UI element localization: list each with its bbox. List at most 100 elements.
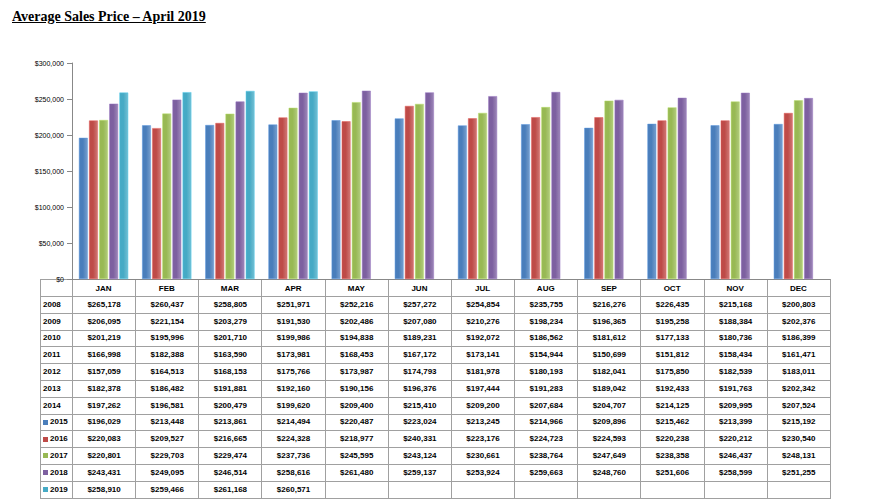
- html-text:$201,710: $201,710: [213, 333, 248, 343]
- svg-text:NOV: NOV: [727, 284, 745, 293]
- html-text:$181,612: $181,612: [592, 333, 626, 343]
- html-text:$198,234: $198,234: [529, 316, 563, 326]
- svg-text:$250,000: $250,000: [35, 96, 64, 103]
- html-text:$258,805: $258,805: [213, 299, 248, 309]
- html-text:Average Sales Price – April 20: Average Sales Price – April 2019: [12, 9, 206, 24]
- html-text:$251,971: $251,971: [276, 299, 311, 309]
- html-text:$192,072: $192,072: [466, 333, 500, 343]
- svg-text:SEP: SEP: [601, 284, 618, 293]
- svg-text:JUN: JUN: [411, 284, 427, 293]
- html-text:$252,216: $252,216: [340, 299, 374, 309]
- html-text:$215,168: $215,168: [719, 299, 753, 309]
- html-text:$182,378: $182,378: [87, 383, 121, 393]
- html-text:$173,987: $173,987: [340, 367, 374, 377]
- html-text:$202,376: $202,376: [782, 316, 816, 326]
- html-text:$202,342: $202,342: [782, 383, 816, 393]
- html-text:$182,041: $182,041: [592, 367, 626, 377]
- html-text:$191,530: $191,530: [276, 316, 311, 326]
- svg-text:MAR: MAR: [221, 284, 239, 293]
- svg-text:$200,000: $200,000: [35, 132, 64, 139]
- html-text:$216,276: $216,276: [592, 299, 626, 309]
- html-text:$194,838: $194,838: [340, 333, 374, 343]
- html-text:$175,850: $175,850: [655, 367, 690, 377]
- html-text:$221,154: $221,154: [150, 316, 184, 326]
- html-text:$196,365: $196,365: [592, 316, 626, 326]
- svg-text:$0: $0: [56, 276, 64, 283]
- html-text:2014: 2014: [43, 400, 61, 410]
- html-text:$210,276: $210,276: [466, 316, 500, 326]
- html-text:$151,812: $151,812: [655, 350, 690, 360]
- html-text:$189,042: $189,042: [592, 383, 626, 393]
- html-text:$197,444: $197,444: [466, 383, 500, 393]
- svg-text:AUG: AUG: [537, 284, 555, 293]
- svg-text:APR: APR: [285, 284, 302, 293]
- html-text:$202,486: $202,486: [340, 316, 374, 326]
- html-text:$195,996: $195,996: [150, 333, 184, 343]
- html-text:$257,272: $257,272: [403, 299, 437, 309]
- html-text:$164,513: $164,513: [150, 367, 184, 377]
- html-text:$260,437: $260,437: [150, 299, 184, 309]
- html-text:$186,562: $186,562: [529, 333, 563, 343]
- svg-text:OCT: OCT: [664, 284, 681, 293]
- html-text:$265,178: $265,178: [87, 299, 121, 309]
- html-text:$154,944: $154,944: [529, 350, 563, 360]
- svg-text:MAY: MAY: [348, 284, 366, 293]
- html-text:$191,283: $191,283: [529, 383, 563, 393]
- html-text:$200,803: $200,803: [782, 299, 816, 309]
- html-text:$174,793: $174,793: [403, 367, 437, 377]
- html-text:2009: 2009: [43, 316, 61, 326]
- html-text:$192,433: $192,433: [655, 383, 690, 393]
- svg-text:DEC: DEC: [790, 284, 807, 293]
- html-text:2008: 2008: [43, 299, 61, 309]
- html-text:$254,854: $254,854: [466, 299, 500, 309]
- svg-text:FEB: FEB: [159, 284, 175, 293]
- html-text:$158,434: $158,434: [719, 350, 753, 360]
- html-text:$207,080: $207,080: [403, 316, 437, 326]
- html-text:$203,279: $203,279: [213, 316, 248, 326]
- html-text:$195,258: $195,258: [655, 316, 690, 326]
- html-text:$199,986: $199,986: [276, 333, 311, 343]
- html-text:$180,193: $180,193: [529, 367, 563, 377]
- html-text:$201,219: $201,219: [87, 333, 121, 343]
- html-text:$167,172: $167,172: [403, 350, 437, 360]
- html-text:$206,095: $206,095: [87, 316, 121, 326]
- html-text:$235,755: $235,755: [529, 299, 563, 309]
- html-text:$173,141: $173,141: [466, 350, 500, 360]
- svg-text:$150,000: $150,000: [35, 168, 64, 175]
- html-text:$196,376: $196,376: [403, 383, 437, 393]
- svg-text:$100,000: $100,000: [35, 204, 64, 211]
- svg-text:$50,000: $50,000: [39, 240, 64, 247]
- html-text:2012: 2012: [43, 367, 61, 377]
- html-text:2013: 2013: [43, 383, 61, 393]
- html-text:$180,736: $180,736: [719, 333, 753, 343]
- html-text:$177,133: $177,133: [655, 333, 690, 343]
- html-text:$168,453: $168,453: [340, 350, 374, 360]
- svg-text:JUL: JUL: [475, 284, 490, 293]
- html-text:$189,231: $189,231: [403, 333, 437, 343]
- html-text:$168,153: $168,153: [213, 367, 248, 377]
- html-text:$173,981: $173,981: [276, 350, 311, 360]
- html-text:$157,059: $157,059: [87, 367, 121, 377]
- html-text:$188,384: $188,384: [719, 316, 753, 326]
- html-text:$182,539: $182,539: [719, 367, 753, 377]
- html-text:$161,471: $161,471: [782, 350, 816, 360]
- html-text:2010: 2010: [43, 333, 61, 343]
- html-text:$186,399: $186,399: [782, 333, 816, 343]
- html-text:$192,160: $192,160: [276, 383, 311, 393]
- html-text:$191,763: $191,763: [719, 383, 753, 393]
- html-text:$175,766: $175,766: [276, 367, 311, 377]
- html-text:$197,262: $197,262: [87, 400, 121, 410]
- svg-text:$300,000: $300,000: [35, 60, 64, 67]
- svg-text:JAN: JAN: [96, 284, 112, 293]
- html-text:$226,435: $226,435: [655, 299, 690, 309]
- html-text:$186,482: $186,482: [150, 383, 184, 393]
- html-text:$181,978: $181,978: [466, 367, 500, 377]
- html-text:$150,699: $150,699: [592, 350, 626, 360]
- html-text:$190,156: $190,156: [340, 383, 374, 393]
- html-text:$183,011: $183,011: [782, 367, 816, 377]
- html-text:2011: 2011: [43, 350, 61, 360]
- html-text:$166,998: $166,998: [87, 350, 121, 360]
- html-text:$182,388: $182,388: [150, 350, 184, 360]
- html-text:$163,590: $163,590: [213, 350, 248, 360]
- html-text:$191,881: $191,881: [213, 383, 248, 393]
